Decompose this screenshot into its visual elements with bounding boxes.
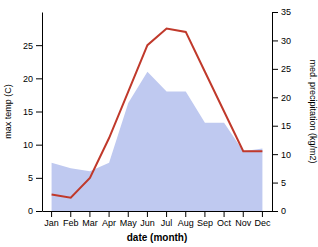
x-tick-label: Aug	[178, 218, 194, 228]
x-tick-label: Jan	[44, 218, 59, 228]
y2-tick: 10	[272, 150, 291, 160]
y2-tick: 35	[272, 7, 291, 17]
x-tick: Oct	[217, 211, 232, 228]
y-tick-label: 0	[28, 206, 33, 216]
y2-tick-mark	[272, 69, 278, 70]
y-tick: 0	[28, 206, 42, 216]
y2-tick-label: 10	[281, 150, 291, 160]
x-tick-mark	[70, 211, 71, 217]
y2-tick-label: 30	[281, 36, 291, 46]
axis-line	[42, 13, 43, 212]
y2-tick-label: 20	[281, 93, 291, 103]
y2-tick-mark	[272, 40, 278, 41]
x-tick: Sep	[197, 211, 213, 228]
y2-tick-label: 35	[281, 7, 291, 17]
x-tick: Feb	[63, 211, 79, 228]
y2-tick-mark	[272, 126, 278, 127]
y2-tick-label: 5	[281, 178, 286, 188]
y2-tick: 25	[272, 64, 291, 74]
y-tick-mark	[36, 211, 42, 212]
y2-tick: 5	[272, 178, 286, 188]
axis-line	[272, 13, 273, 212]
x-tick-label: Jun	[140, 218, 155, 228]
y2-axis-title: med. precipitation (kg/m2)	[308, 59, 318, 163]
y-tick-label: 5	[28, 173, 33, 183]
x-tick-label: Apr	[102, 218, 116, 228]
y-tick-label: 20	[23, 74, 33, 84]
y-tick: 20	[23, 74, 42, 84]
y-tick: 25	[23, 41, 42, 51]
x-tick-mark	[243, 211, 244, 217]
x-tick-label: Nov	[235, 218, 252, 228]
x-tick: May	[120, 211, 138, 228]
x-tick-mark	[224, 211, 225, 217]
x-tick: Nov	[235, 211, 252, 228]
x-tick: Jul	[161, 211, 173, 228]
y-tick: 15	[23, 107, 42, 117]
y-tick-mark	[36, 178, 42, 179]
y-axis-title: max temp (C)	[3, 84, 13, 139]
x-tick-mark	[109, 211, 110, 217]
y-tick-mark	[36, 145, 42, 146]
y2-tick-mark	[272, 154, 278, 155]
y2-axis: 0 5 10 15 20 25 30 35	[272, 7, 291, 216]
x-tick: Jun	[140, 211, 155, 228]
y-tick-mark	[36, 78, 42, 79]
x-tick: Dec	[254, 211, 271, 228]
x-tick: Mar	[82, 211, 98, 228]
x-axis-title: date (month)	[127, 232, 188, 243]
y-tick: 5	[28, 173, 42, 183]
marks	[52, 29, 263, 211]
x-tick-mark	[166, 211, 167, 217]
x-tick: Jan	[44, 211, 59, 228]
y-tick-label: 10	[23, 140, 33, 150]
chart: Jan FebMar Apr MayJun Jul AugSep OctNovDec 0 5 10…	[0, 0, 318, 247]
precipitation-area	[52, 72, 263, 211]
x-axis: Jan FebMar Apr MayJun Jul AugSep OctNovDec	[43, 211, 273, 228]
y2-tick-mark	[272, 211, 278, 212]
x-tick-label: Sep	[197, 218, 213, 228]
y2-tick-label: 15	[281, 121, 291, 131]
y-tick-label: 15	[23, 107, 33, 117]
x-tick-label: Oct	[217, 218, 232, 228]
y2-tick: 20	[272, 93, 291, 103]
x-tick-label: Dec	[254, 218, 271, 228]
axis-line	[43, 211, 273, 212]
x-tick-mark	[262, 211, 263, 217]
y-tick-mark	[36, 112, 42, 113]
y-axis: 0 5 10 15 20 25	[23, 13, 43, 217]
y2-tick: 0	[272, 206, 286, 216]
x-tick: Apr	[102, 211, 116, 228]
x-tick-label: May	[120, 218, 138, 228]
x-tick-mark	[147, 211, 148, 217]
y2-tick-label: 0	[281, 206, 286, 216]
plot: Jan FebMar Apr MayJun Jul AugSep OctNovDec 0 5 10…	[23, 7, 291, 228]
y-tick-label: 25	[23, 41, 33, 51]
y2-tick: 15	[272, 121, 291, 131]
x-tick-label: Mar	[82, 218, 98, 228]
x-tick-mark	[51, 211, 52, 217]
y-tick-mark	[36, 45, 42, 46]
x-tick-label: Jul	[161, 218, 173, 228]
x-tick-mark	[185, 211, 186, 217]
y2-tick-mark	[272, 183, 278, 184]
y-tick: 10	[23, 140, 42, 150]
temperature-line	[52, 29, 263, 198]
x-tick-label: Feb	[63, 218, 79, 228]
y2-tick-mark	[272, 12, 278, 13]
x-tick-mark	[89, 211, 90, 217]
x-tick-mark	[204, 211, 205, 217]
x-tick-mark	[128, 211, 129, 217]
x-tick: Aug	[178, 211, 194, 228]
y2-tick-mark	[272, 97, 278, 98]
y2-tick: 30	[272, 36, 291, 46]
y2-tick-label: 25	[281, 64, 291, 74]
